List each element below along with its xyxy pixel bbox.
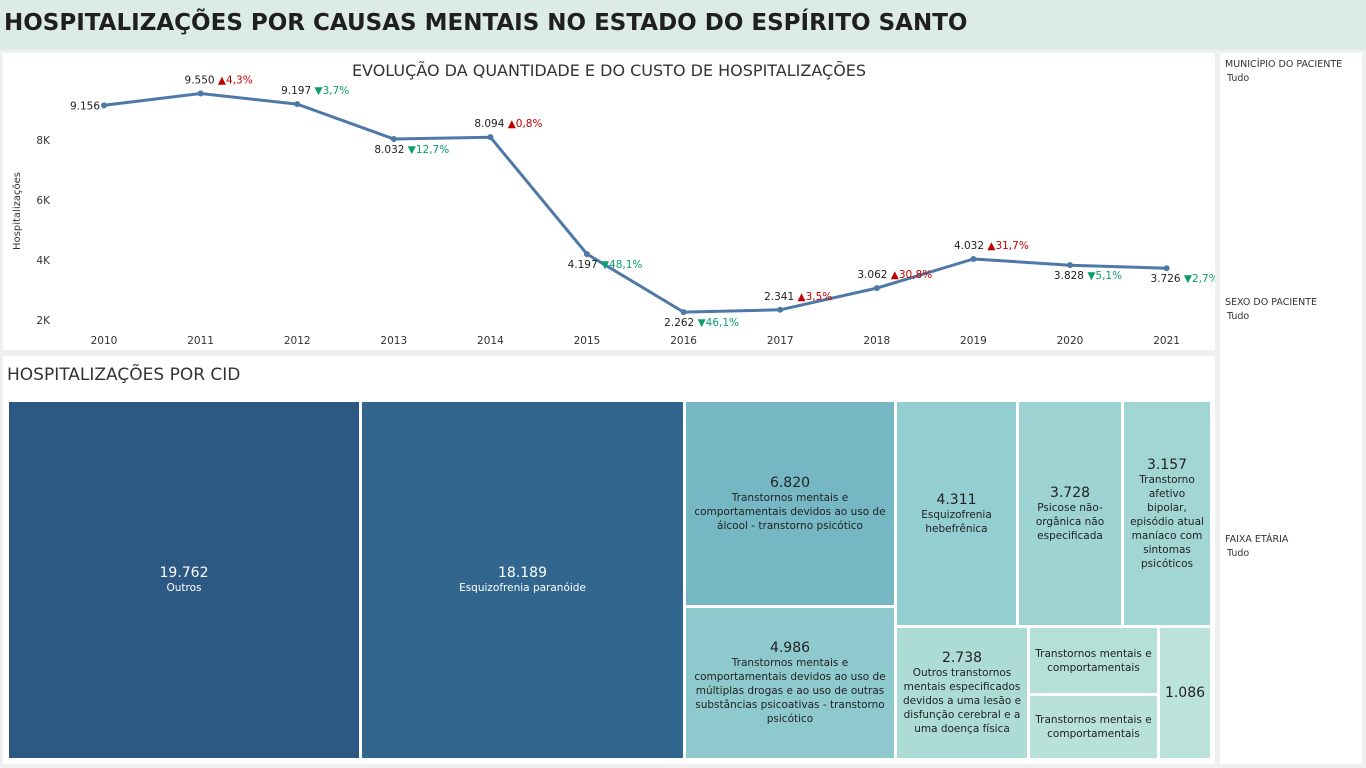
x-tick-label: 2011: [187, 335, 214, 347]
tile-value: 19.762: [159, 565, 209, 581]
treemap-tile-transtornos-a[interactable]: Transtornos mentais e comportamentais: [1029, 627, 1158, 694]
treemap-panel: HOSPITALIZAÇÕES POR CID 19.762 Outros 18…: [3, 356, 1215, 764]
data-label: 9.197 ▼3,7%: [281, 85, 349, 97]
y-tick-label: 6K: [36, 195, 51, 207]
tile-value: 18.189: [498, 565, 547, 581]
data-label: 4.032 ▲31,7%: [954, 240, 1029, 252]
filter-sexo[interactable]: SEXO DO PACIENTE Tudo: [1225, 297, 1317, 322]
data-point: [1067, 262, 1073, 269]
data-point: [680, 309, 687, 316]
x-tick-label: 2019: [960, 335, 987, 347]
tile-label: Transtornos mentais e comportamentais: [1035, 714, 1152, 740]
data-point: [390, 136, 397, 143]
tile-label: Esquizofrenia hebefrênica: [921, 508, 992, 535]
series-line: [103, 92, 1167, 314]
filter-value[interactable]: Tudo: [1227, 548, 1250, 559]
data-label: 3.828 ▼5,1%: [1054, 270, 1122, 282]
tile-label: Psicose não-orgânica não especificada: [1035, 501, 1105, 542]
treemap-tile-alcool[interactable]: 6.820 Transtornos mentais e comportament…: [685, 401, 895, 606]
tile-value: 6.820: [769, 474, 811, 491]
treemap-tile-multiplas-drogas[interactable]: 4.986 Transtornos mentais e comportament…: [685, 607, 895, 759]
dashboard-header: HOSPITALIZAÇÕES POR CAUSAS MENTAIS NO ES…: [0, 0, 1366, 50]
tile-label: Outros transtornos mentais especificados…: [902, 667, 1022, 735]
data-label: 2.262 ▼46,1%: [664, 317, 739, 329]
x-tick-label: 2015: [574, 335, 601, 347]
data-point: [294, 101, 301, 108]
treemap-tile-outros[interactable]: 19.762 Outros: [8, 401, 360, 759]
line-chart[interactable]: Hospitalizações 2K 4K 6K 8K 2010 2011 2012 2013 2…: [3, 53, 1215, 350]
filter-municipio[interactable]: MUNICÍPIO DO PACIENTE Tudo: [1225, 59, 1342, 84]
treemap-tile-psicose[interactable]: 3.728 Psicose não-orgânica não especific…: [1018, 401, 1122, 626]
y-axis-title: Hospitalizações: [12, 172, 23, 250]
filter-value[interactable]: Tudo: [1227, 311, 1250, 322]
filters-panel: MUNICÍPIO DO PACIENTE Tudo SEXO DO PACIE…: [1220, 53, 1362, 764]
data-label: 8.032 ▼12,7%: [374, 144, 449, 156]
x-tick-label: 2021: [1153, 335, 1180, 347]
data-label: 9.550 ▲4,3%: [185, 75, 253, 87]
x-tick-label: 2013: [380, 335, 407, 347]
treemap-title: HOSPITALIZAÇÕES POR CID: [7, 365, 241, 385]
tile-label: Transtornos mentais e comportamentais: [1035, 647, 1152, 674]
tile-label: Transtorno afetivo bipolar, episódio atu…: [1130, 473, 1204, 570]
line-chart-panel: EVOLUÇÃO DA QUANTIDADE E DO CUSTO DE HOS…: [3, 53, 1215, 350]
filter-title: FAIXA ETÁRIA: [1225, 534, 1289, 545]
tile-value: 4.986: [769, 640, 811, 656]
tile-value: 3.728: [1049, 484, 1091, 501]
data-label: 8.094 ▲0,8%: [474, 118, 542, 130]
page-title: HOSPITALIZAÇÕES POR CAUSAS MENTAIS NO ES…: [4, 10, 968, 36]
filter-value[interactable]: Tudo: [1227, 73, 1250, 84]
data-point: [1163, 265, 1170, 272]
data-point: [777, 306, 784, 313]
data-point: [487, 134, 494, 141]
data-point: [101, 102, 107, 109]
x-tick-label: 2016: [670, 335, 697, 347]
x-tick-label: 2014: [477, 335, 504, 347]
treemap-tile-hebefrenica[interactable]: 4.311 Esquizofrenia hebefrênica: [896, 401, 1017, 626]
treemap-tile-1086[interactable]: 1.086: [1159, 627, 1211, 759]
tile-value: 2.738: [941, 650, 983, 666]
data-label: 2.341 ▲3,5%: [764, 291, 832, 303]
x-tick-label: 2017: [767, 335, 794, 347]
data-point: [197, 90, 204, 97]
treemap-tile-bipolar[interactable]: 3.157 Transtorno afetivo bipolar, episód…: [1123, 401, 1211, 626]
y-tick-label: 4K: [36, 255, 51, 267]
data-point: [873, 285, 880, 292]
y-tick-label: 2K: [36, 315, 51, 327]
tile-label: Outros: [166, 582, 202, 594]
tile-label: Transtornos mentais e comportamentais de…: [694, 491, 886, 532]
tile-value: 4.311: [936, 491, 977, 508]
tile-value: 3.157: [1146, 456, 1188, 473]
filter-title: SEXO DO PACIENTE: [1225, 297, 1318, 308]
x-tick-label: 2018: [863, 335, 890, 347]
data-point: [584, 251, 590, 258]
tile-label: Transtornos mentais e comportamentais de…: [694, 657, 886, 725]
x-tick-label: 2012: [284, 335, 311, 347]
treemap-tile-lesao-cerebral[interactable]: 2.738 Outros transtornos mentais especif…: [896, 627, 1028, 759]
data-label: 9.156: [70, 100, 100, 112]
tile-value: 1.086: [1164, 685, 1206, 701]
filter-faixa-etaria[interactable]: FAIXA ETÁRIA Tudo: [1225, 534, 1288, 559]
treemap-tile-transtornos-b[interactable]: Transtornos mentais e comportamentais: [1029, 695, 1158, 759]
data-point: [970, 256, 977, 263]
x-tick-label: 2010: [91, 335, 118, 347]
y-tick-label: 8K: [36, 135, 51, 147]
treemap-tile-esquizofrenia-paranoide[interactable]: 18.189 Esquizofrenia paranóide: [361, 401, 684, 759]
x-tick-label: 2020: [1057, 335, 1084, 347]
filter-title: MUNICÍPIO DO PACIENTE: [1225, 59, 1343, 70]
chart-title: EVOLUÇÃO DA QUANTIDADE E DO CUSTO DE HOS…: [351, 61, 867, 80]
tile-label: Esquizofrenia paranóide: [459, 582, 586, 594]
data-label: 4.197 ▼48,1%: [568, 259, 643, 271]
data-label: 3.726 ▼2,7%: [1151, 273, 1215, 285]
data-label: 3.062 ▲30,8%: [857, 269, 932, 281]
